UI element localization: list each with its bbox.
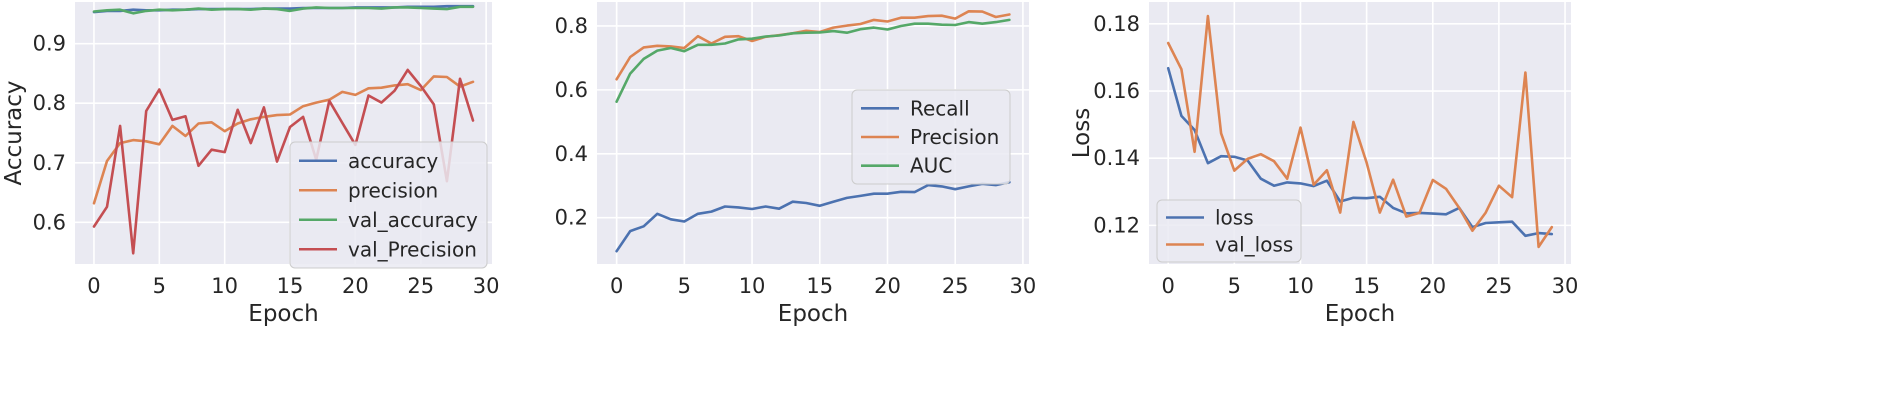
y-tick-label: 0.4 <box>555 142 588 166</box>
x-tick-label: 30 <box>473 274 500 298</box>
series-line-val-precision <box>92 68 475 255</box>
legend-label-accuracy: accuracy <box>348 149 438 173</box>
series-group <box>92 4 475 255</box>
series-line-loss <box>1166 66 1554 238</box>
legend-label-recall: Recall <box>910 96 970 120</box>
legend-label-loss: loss <box>1215 206 1254 230</box>
x-tick-label: 15 <box>806 274 833 298</box>
series-line-recall <box>615 180 1011 253</box>
x-tick-label: 15 <box>1353 274 1380 298</box>
series-line-auc <box>615 18 1011 103</box>
x-tick-label: 30 <box>1010 274 1037 298</box>
y-tick-label: 0.6 <box>33 210 66 234</box>
y-tick-label: 0.14 <box>1093 146 1140 170</box>
x-tick-label: 20 <box>1419 274 1446 298</box>
legend-label-auc: AUC <box>910 154 952 178</box>
x-tick-label: 25 <box>407 274 434 298</box>
x-tick-label: 0 <box>1161 274 1174 298</box>
chart-2: 0.2 0.4 0.6 0.8 0 5 10 15 20 25 30 Epoch Recall Preci… <box>555 2 1037 327</box>
y-tick-label: 0.7 <box>33 151 66 175</box>
x-tick-label: 20 <box>342 274 369 298</box>
y-tick-label: 0.8 <box>33 91 66 115</box>
x-tick-label: 30 <box>1552 274 1579 298</box>
x-tick-label: 25 <box>1486 274 1513 298</box>
series-line-val-accuracy <box>92 5 475 15</box>
legend-label-val-accuracy: val_accuracy <box>348 208 478 232</box>
chart-3: 0.12 0.14 0.16 0.18 0 5 10 15 20 25 30 Epoch Loss los… <box>1069 2 1578 327</box>
y-tick-label: 0.16 <box>1093 79 1140 103</box>
x-tick-label: 25 <box>942 274 969 298</box>
y-tick-label: 0.9 <box>33 32 66 56</box>
x-tick-label: 15 <box>277 274 304 298</box>
legend: accuracy precision val_accuracy val_Precisi… <box>289 141 488 269</box>
y-tick-label: 0.2 <box>555 206 588 230</box>
legend-label-val-precision: val_Precision <box>348 237 477 261</box>
series-group <box>615 10 1011 253</box>
x-tick-label: 20 <box>874 274 901 298</box>
x-tick-label: 5 <box>153 274 166 298</box>
chart-1: 0.6 0.7 0.8 0.9 0 5 10 15 20 25 30 Epoch Accuracy acc… <box>1 2 499 327</box>
x-tick-label: 0 <box>87 274 100 298</box>
legend: loss val_loss <box>1156 199 1302 263</box>
legend-frame <box>1156 199 1302 263</box>
legend: Recall Precision AUC <box>851 89 1011 185</box>
series-line-val-loss <box>1166 14 1554 249</box>
legend-frame <box>851 89 1011 185</box>
legend-label-val-loss: val_loss <box>1215 233 1293 257</box>
y-tick-label: 0.12 <box>1093 213 1140 237</box>
x-tick-label: 10 <box>739 274 766 298</box>
y-axis-label: Accuracy <box>1 80 27 185</box>
x-tick-label: 5 <box>678 274 691 298</box>
y-tick-label: 0.18 <box>1093 12 1140 36</box>
x-tick-label: 10 <box>1287 274 1314 298</box>
x-axis-label: Epoch <box>248 301 318 327</box>
x-axis-label: Epoch <box>778 301 848 327</box>
legend-label-precision: precision <box>348 178 438 202</box>
x-tick-label: 5 <box>1228 274 1241 298</box>
legend-frame <box>289 141 488 269</box>
y-axis-label: Loss <box>1069 108 1095 158</box>
series-line-precision <box>92 75 475 205</box>
series-group <box>1166 14 1554 249</box>
x-tick-label: 10 <box>211 274 238 298</box>
legend-label-precision: Precision <box>910 125 999 149</box>
y-tick-label: 0.8 <box>555 14 588 38</box>
y-tick-label: 0.6 <box>555 78 588 102</box>
x-tick-label: 0 <box>610 274 623 298</box>
x-axis-label: Epoch <box>1325 301 1395 327</box>
